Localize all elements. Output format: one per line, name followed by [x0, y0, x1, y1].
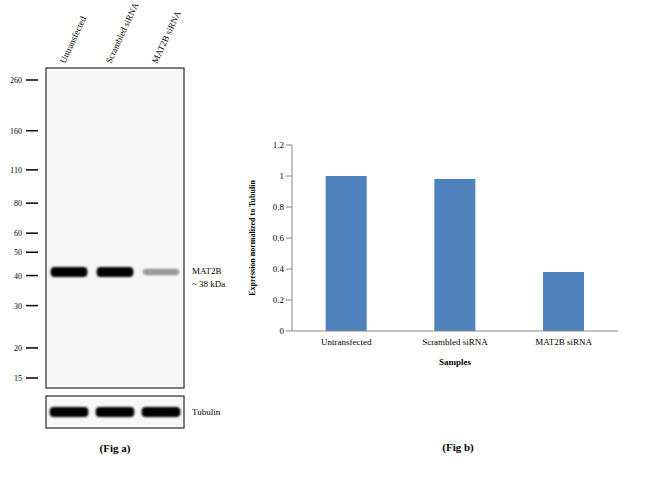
- svg-text:0.4: 0.4: [273, 264, 285, 274]
- svg-text:15: 15: [14, 374, 22, 383]
- svg-text:40: 40: [14, 272, 22, 281]
- svg-text:50: 50: [14, 248, 22, 257]
- svg-text:260: 260: [10, 76, 22, 85]
- svg-text:0.8: 0.8: [273, 202, 285, 212]
- svg-text:~ 38 kDa: ~ 38 kDa: [192, 279, 225, 289]
- svg-text:110: 110: [10, 166, 22, 175]
- svg-text:Untransfected: Untransfected: [321, 337, 372, 347]
- svg-text:160: 160: [10, 127, 22, 136]
- svg-text:Scrambled siRNA: Scrambled siRNA: [104, 1, 141, 65]
- svg-text:Samples: Samples: [439, 357, 472, 367]
- svg-text:Tubulin: Tubulin: [192, 407, 221, 417]
- svg-text:0.6: 0.6: [273, 233, 285, 243]
- svg-text:Expression normalized to Tubul: Expression normalized to Tubulin: [248, 180, 257, 296]
- svg-text:MAT2B siRNA: MAT2B siRNA: [150, 9, 183, 65]
- svg-text:0: 0: [280, 326, 285, 336]
- svg-text:1: 1: [280, 171, 285, 181]
- html-text:(Fig b): (Fig b): [442, 441, 474, 453]
- svg-text:60: 60: [14, 229, 22, 238]
- svg-text:Scrambled siRNA: Scrambled siRNA: [422, 337, 488, 347]
- svg-text:80: 80: [14, 199, 22, 208]
- svg-text:MAT2B: MAT2B: [192, 266, 222, 276]
- svg-text:MAT2B siRNA: MAT2B siRNA: [535, 337, 592, 347]
- svg-text:1.2: 1.2: [273, 140, 284, 150]
- svg-text:Untransfected: Untransfected: [58, 14, 89, 64]
- svg-text:30: 30: [14, 302, 22, 311]
- svg-text:0.2: 0.2: [273, 295, 284, 305]
- svg-text:(Fig a): (Fig a): [100, 442, 131, 455]
- svg-text:20: 20: [14, 344, 22, 353]
